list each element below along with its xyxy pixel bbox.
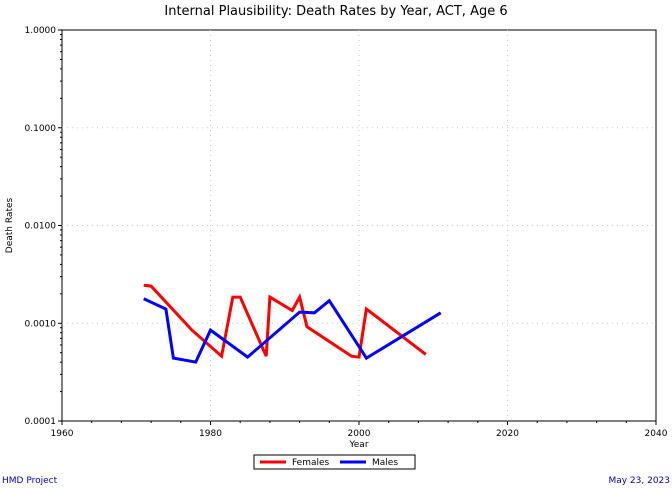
x-tick-label: 2000 — [348, 429, 371, 439]
footer-date: May 23, 2023 — [608, 476, 670, 486]
y-tick-label: 0.1000 — [25, 124, 57, 134]
x-axis-label: Year — [348, 440, 368, 450]
y-tick-label: 1.0000 — [25, 26, 57, 36]
series-line-females — [143, 283, 427, 360]
legend-label-males: Males — [372, 458, 398, 468]
footer-project-label: HMD Project — [2, 476, 58, 486]
legend-box — [253, 454, 416, 470]
y-tick-label: 0.0010 — [25, 319, 57, 329]
x-tick-label: 1960 — [51, 429, 74, 439]
legend-label-females: Females — [292, 458, 330, 468]
y-tick-label: 0.0100 — [25, 222, 57, 232]
legend: Females Males — [253, 454, 416, 470]
axis-ticks: 1960 1980 2000 2020 2040 0.0001 0.0010 0.0100 0.… — [25, 26, 668, 439]
x-tick-label: 2040 — [645, 429, 668, 439]
chart-title: Internal Plausibility: Death Rates by Ye… — [164, 4, 507, 19]
x-tick-label: 2020 — [496, 429, 519, 439]
grid-lines — [62, 30, 656, 421]
x-tick-label: 1980 — [199, 429, 222, 439]
series-line-males — [143, 297, 442, 364]
series-lines — [143, 283, 442, 364]
y-axis-label: Death Rates — [5, 197, 15, 253]
y-tick-label: 0.0001 — [25, 417, 57, 427]
